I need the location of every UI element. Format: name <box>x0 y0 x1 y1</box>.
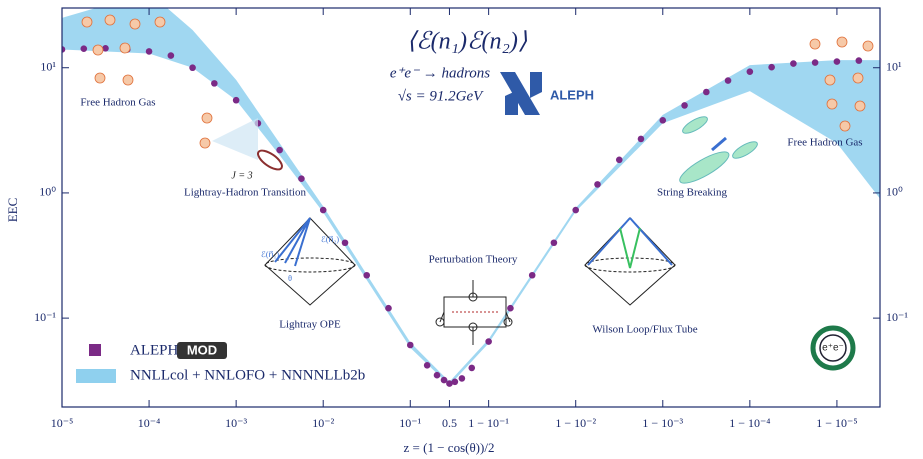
data-point <box>341 239 349 247</box>
data-point <box>167 52 175 59</box>
y-tick-label: 10¹ <box>886 59 902 73</box>
energy-label: √s = 91.2GeV <box>398 88 484 104</box>
process-label: e⁺e⁻ → hadrons <box>390 65 490 81</box>
inset-label: θ <box>288 274 292 283</box>
data-point <box>507 304 514 312</box>
data-point <box>232 96 240 104</box>
data-point <box>62 46 66 53</box>
annotation: String Breaking <box>657 187 727 199</box>
x-tick-label: 10⁻² <box>312 416 334 430</box>
x-tick-label: 0.5 <box>442 416 457 430</box>
title: ⟨ℰ(n₁)ℰ(n₂)⟩ <box>407 29 528 55</box>
data-point <box>681 102 688 109</box>
data-point <box>833 58 841 65</box>
data-point <box>446 380 453 387</box>
axes: 10⁻⁵ 10⁻⁴ 10⁻³ 10⁻² 10⁻¹ 0.5 1 − 10⁻¹ 1 − 10⁻² 1… <box>34 8 908 430</box>
data-point <box>102 44 109 52</box>
theory-band <box>62 8 880 386</box>
x-tick-label: 1 − 10⁻⁴ <box>729 416 770 430</box>
data-point <box>615 156 623 164</box>
annotation: Perturbation Theory <box>429 254 518 266</box>
data-point <box>768 63 775 71</box>
data-point <box>440 376 448 384</box>
data-point <box>385 304 392 312</box>
plot-frame <box>61 7 881 408</box>
y-tick-label: 10⁻¹ <box>34 310 56 324</box>
x-tick-label: 1 − 10⁻⁵ <box>816 416 857 430</box>
annotation: Lightray-Hadron Transition <box>184 187 306 199</box>
data-point <box>406 341 414 349</box>
x-axis-label: z = (1 − cos(θ))/2 <box>404 440 495 455</box>
badge: e⁺e⁻ <box>822 343 844 354</box>
data-point <box>458 375 466 382</box>
legend-marker <box>76 369 116 383</box>
data-point <box>451 378 459 386</box>
data-point <box>855 57 863 64</box>
legend: ALEPH NNLLcol + NNLOFO + NNNNLLb2b <box>76 342 365 383</box>
data-point <box>528 271 536 279</box>
x-tick-label: 1 − 10⁻³ <box>642 416 683 430</box>
y-tick-label: 10⁰ <box>39 185 56 199</box>
x-tick-label: 10⁻¹ <box>399 416 421 430</box>
data-point <box>298 175 305 182</box>
annotation: Free Hadron Gas <box>80 97 155 109</box>
data-point <box>363 271 371 279</box>
data-point <box>572 206 580 214</box>
data-point <box>637 135 645 143</box>
annotation: Wilson Loop/Flux Tube <box>592 324 697 336</box>
data-point <box>659 117 667 124</box>
data-point <box>276 146 283 154</box>
y-tick-label: 10¹ <box>40 59 56 73</box>
data-point <box>319 206 327 214</box>
y-tick-label: 10⁻¹ <box>886 310 908 324</box>
inset-label: ℰ(n⃗₁) <box>261 250 279 259</box>
data-point <box>746 68 754 75</box>
annotation: Lightray OPE <box>279 319 341 331</box>
legend-label: NNLLcol + NNLOFO + NNNNLLb2b <box>130 367 365 383</box>
data-point <box>550 239 558 247</box>
y-tick-label: 10⁰ <box>886 185 903 199</box>
x-tick-label: 10⁻⁴ <box>138 416 161 430</box>
data-point <box>703 88 710 96</box>
y-axis-label: EEC <box>5 198 20 223</box>
data-point <box>724 77 732 84</box>
mod-logo: MOD <box>187 342 217 357</box>
x-tick-label: 1 − 10⁻¹ <box>468 416 509 430</box>
data-point <box>423 361 431 369</box>
data-point <box>189 64 196 72</box>
data-point <box>433 371 441 379</box>
data-point <box>485 338 492 345</box>
aleph-logo: ALEPH <box>550 87 594 102</box>
x-tick-label: 1 − 10⁻² <box>555 416 596 430</box>
x-tick-label: 10⁻³ <box>225 416 247 430</box>
plot-area <box>62 8 880 387</box>
legend-marker <box>89 344 101 356</box>
inset-label: ℰ(n⃗₂) <box>321 235 339 244</box>
data-point <box>80 45 88 52</box>
annotation: Free Hadron Gas <box>787 137 862 149</box>
data-point <box>790 60 797 67</box>
legend-label: ALEPH <box>130 342 179 358</box>
data-point <box>211 80 218 87</box>
decorations <box>81 14 874 371</box>
data-point <box>468 364 476 372</box>
data-point <box>811 59 819 66</box>
x-tick-label: 10⁻⁵ <box>51 416 74 430</box>
annotation: J = 3 <box>231 170 252 181</box>
data-point <box>145 48 153 55</box>
data-point <box>594 181 601 188</box>
